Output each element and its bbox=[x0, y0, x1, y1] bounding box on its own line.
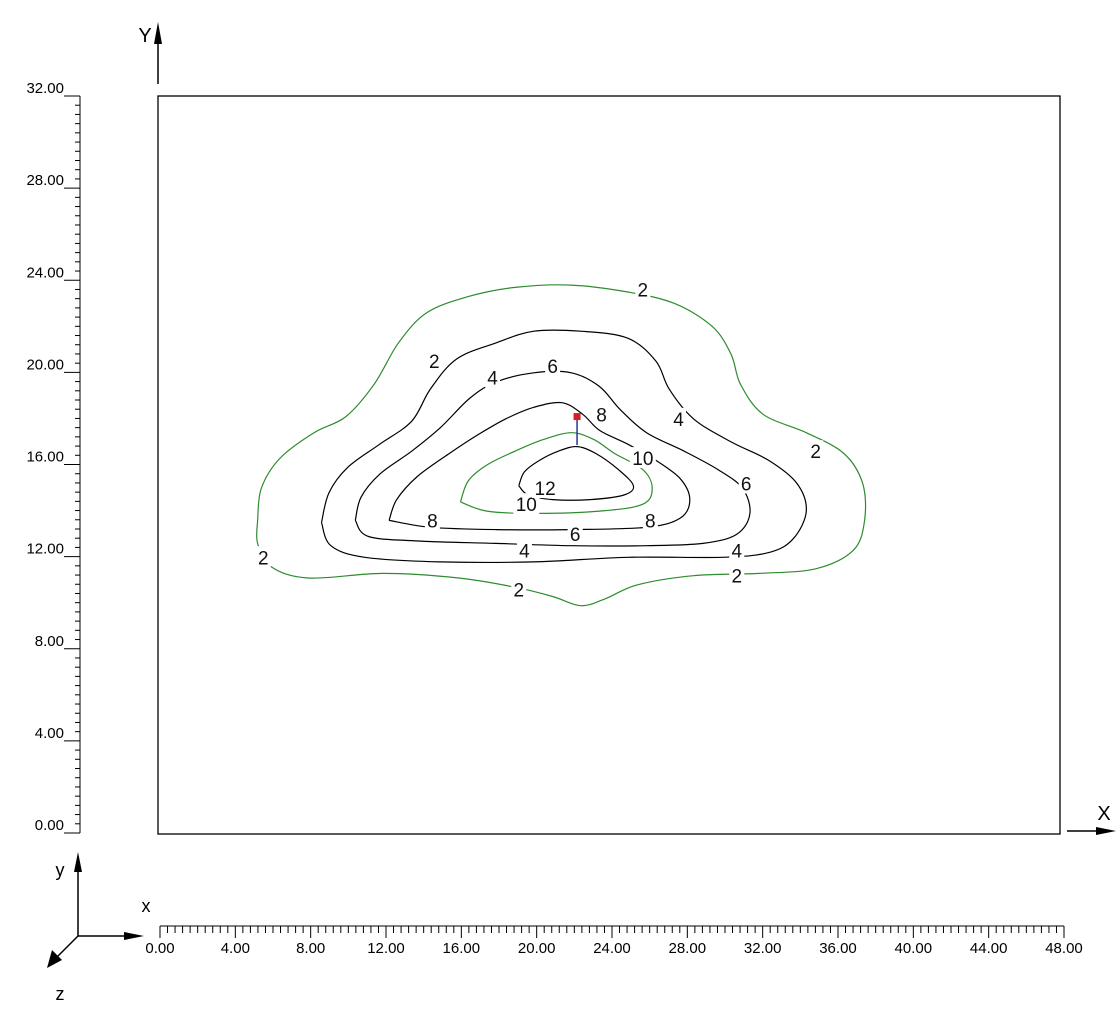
contour-line-4 bbox=[320, 329, 807, 564]
x-tick-label: 40.00 bbox=[895, 940, 933, 957]
y-tick-label: 28.00 bbox=[26, 172, 64, 189]
contour-label: 8 bbox=[645, 511, 656, 532]
y-axis-arrow bbox=[154, 22, 162, 84]
contour-label-bg bbox=[729, 539, 745, 561]
contour-label: 2 bbox=[429, 352, 440, 373]
contour-label-bg bbox=[635, 278, 651, 300]
contour-line-10 bbox=[459, 432, 653, 515]
contour-label: 4 bbox=[673, 410, 684, 431]
y-tick-label: 32.00 bbox=[26, 80, 64, 97]
contour-label: 8 bbox=[427, 511, 438, 532]
contour-label-bg bbox=[516, 539, 532, 561]
x-tick-label: 16.00 bbox=[443, 940, 481, 957]
y-tick-label: 8.00 bbox=[35, 633, 64, 650]
orientation-triad bbox=[47, 852, 144, 968]
x-tick-label: 32.00 bbox=[744, 940, 782, 957]
contour-label: 10 bbox=[632, 449, 653, 470]
y-axis-title: Y bbox=[138, 25, 151, 47]
contour-label-bg bbox=[642, 509, 658, 531]
contour-label: 4 bbox=[487, 368, 498, 389]
contour-label-bg bbox=[593, 403, 609, 425]
contour-label-bg bbox=[511, 578, 527, 600]
triad-x-label: x bbox=[142, 896, 151, 916]
x-tick-label: 36.00 bbox=[819, 940, 857, 957]
contour-line-2 bbox=[256, 284, 867, 607]
y-tick-label: 0.00 bbox=[35, 817, 64, 834]
x-tick-label: 8.00 bbox=[296, 940, 325, 957]
contour-line-6 bbox=[354, 370, 751, 547]
contour-label-bg bbox=[567, 523, 583, 545]
contour-label: 2 bbox=[258, 548, 269, 569]
y-tick-label: 20.00 bbox=[26, 356, 64, 373]
contour-label-bg bbox=[426, 350, 442, 372]
contour-label-bg bbox=[484, 366, 500, 388]
y-tick-label: 16.00 bbox=[26, 449, 64, 466]
contour-label: 2 bbox=[810, 442, 821, 463]
contour-label-bg bbox=[671, 407, 687, 429]
x-tick-label: 12.00 bbox=[367, 940, 405, 957]
x-tick-label: 4.00 bbox=[221, 940, 250, 957]
x-tick-label: 44.00 bbox=[970, 940, 1008, 957]
contour-label: 2 bbox=[514, 581, 525, 602]
contour-label-bg bbox=[513, 493, 540, 515]
marker-point bbox=[573, 413, 581, 421]
contour-label: 2 bbox=[731, 567, 742, 588]
contour-label: 8 bbox=[596, 405, 607, 426]
contour-label-bg bbox=[255, 546, 271, 568]
triad-y-arrowhead bbox=[74, 852, 82, 872]
triad-z-label: z bbox=[56, 984, 65, 1004]
x-axis-ruler: 0.00 4.00 8.00 12.00 16.00 20.00 24.00 28.00 32.… bbox=[145, 925, 1083, 957]
contour-line-12 bbox=[518, 445, 635, 501]
y-tick-label: 4.00 bbox=[35, 725, 64, 742]
x-tick-label: 20.00 bbox=[518, 940, 556, 957]
contour-label-bg bbox=[629, 447, 656, 469]
contour-label: 2 bbox=[638, 281, 649, 302]
x-tick-label: 24.00 bbox=[593, 940, 631, 957]
contour-label-bg bbox=[729, 564, 745, 586]
y-axis-ruler: 0.00 4.00 8.00 12.00 16.00 20.00 24.00 28.00 32.… bbox=[26, 80, 81, 834]
contour-label: 4 bbox=[731, 541, 742, 562]
x-tick-label: 28.00 bbox=[669, 940, 707, 957]
contour-label-bg bbox=[532, 477, 559, 499]
y-tick-label: 12.00 bbox=[26, 541, 64, 558]
y-tick-label: 24.00 bbox=[26, 264, 64, 281]
contour-label: 6 bbox=[547, 357, 558, 378]
x-axis-arrow bbox=[1067, 827, 1116, 835]
triad-x-arrowhead bbox=[124, 932, 144, 940]
contour-label-bg bbox=[424, 509, 440, 531]
plot-frame bbox=[157, 95, 1061, 835]
contour-label: 6 bbox=[570, 525, 581, 546]
contour-label: 6 bbox=[741, 474, 752, 495]
x-tick-label: 48.00 bbox=[1045, 940, 1083, 957]
triad-y-label: y bbox=[56, 860, 65, 880]
source-marker bbox=[573, 413, 581, 446]
contour-label: 10 bbox=[516, 495, 537, 516]
x-tick-label: 0.00 bbox=[145, 940, 174, 957]
triad-z-arrowhead bbox=[47, 950, 62, 968]
x-axis-title: X bbox=[1097, 803, 1110, 825]
contour-label-bg bbox=[738, 472, 754, 494]
contour-label-bg bbox=[545, 354, 561, 376]
contour-label-bg bbox=[808, 440, 824, 462]
contour-label: 12 bbox=[535, 479, 556, 500]
contour-lines bbox=[256, 284, 867, 607]
triad-z-line bbox=[54, 935, 79, 960]
contour-label: 4 bbox=[519, 541, 530, 562]
